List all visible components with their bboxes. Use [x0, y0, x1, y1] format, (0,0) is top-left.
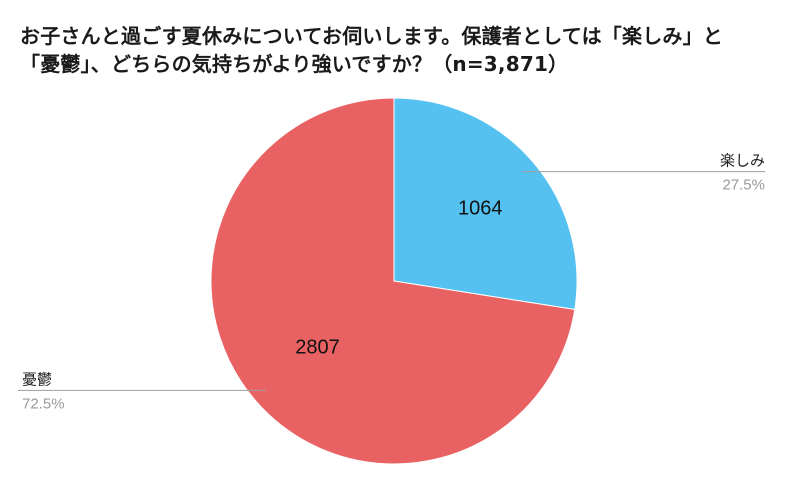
slice-percent-label: 72.5% — [22, 395, 65, 412]
pie-slice-1 — [393, 97, 578, 311]
chart-title: お子さんと過ごす夏休みについてお伺いします。保護者としては「楽しみ」と「憂鬱」、… — [20, 24, 723, 76]
pie-labels: 1064 楽しみ 27.5% 2807 憂鬱 72.5% — [18, 152, 765, 412]
slice-category-label: 楽しみ — [720, 152, 765, 170]
slice-percent-label: 27.5% — [722, 177, 765, 194]
slice-value-label: 1064 — [458, 197, 503, 219]
pie-slices — [210, 97, 578, 465]
slice-value-label: 2807 — [295, 336, 340, 358]
pie-slice-2 — [210, 97, 576, 465]
slice-category-label: 憂鬱 — [22, 370, 52, 388]
